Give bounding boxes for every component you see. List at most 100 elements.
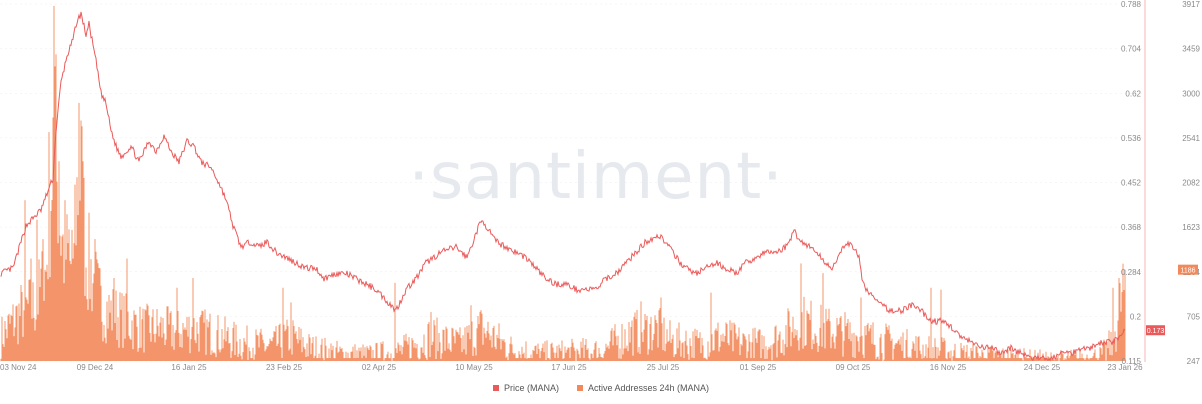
address-bar	[104, 337, 106, 361]
address-bar	[714, 330, 716, 361]
address-bar	[41, 251, 43, 361]
address-bar	[259, 332, 261, 361]
address-bar	[350, 351, 352, 361]
address-bar	[1114, 331, 1116, 361]
address-bar	[372, 349, 374, 361]
address-bar	[375, 343, 377, 361]
address-bar	[1092, 356, 1094, 361]
address-bar	[117, 317, 119, 361]
address-bar	[324, 337, 326, 361]
address-bar	[569, 358, 571, 361]
address-bar	[279, 323, 281, 361]
address-bar	[473, 346, 475, 361]
address-bar	[545, 360, 547, 361]
address-bar	[102, 341, 104, 361]
address-bar	[402, 346, 404, 361]
address-bar	[307, 356, 309, 361]
legend-item-price[interactable]: Price (MANA)	[492, 383, 559, 393]
address-bar	[422, 352, 424, 361]
address-bar	[17, 344, 19, 361]
address-bar	[223, 339, 225, 361]
address-bar	[220, 349, 222, 361]
address-bar	[73, 243, 75, 361]
x-tick-label: 16 Jan 25	[171, 363, 207, 372]
address-bar	[315, 336, 317, 361]
address-bar	[644, 314, 646, 361]
address-bar	[65, 259, 67, 361]
address-bar	[845, 326, 847, 361]
address-bar	[831, 336, 833, 361]
address-bar	[501, 339, 503, 361]
address-bar	[892, 359, 894, 361]
address-bar	[666, 329, 668, 361]
address-bar	[92, 283, 94, 361]
price-tick-label: 0.536	[1121, 134, 1142, 143]
address-bar	[1016, 358, 1018, 361]
address-bar	[1041, 358, 1043, 361]
address-bar	[731, 322, 733, 361]
address-bar	[534, 346, 536, 361]
address-bar	[796, 330, 798, 361]
address-bar	[899, 344, 901, 361]
address-bar	[497, 338, 499, 361]
address-bar	[185, 329, 187, 361]
address-bar	[647, 354, 649, 361]
address-bar	[493, 325, 495, 361]
address-bar	[84, 296, 86, 361]
address-bar	[585, 339, 587, 361]
address-bar	[1119, 283, 1121, 361]
address-bar	[778, 334, 780, 361]
address-bar	[686, 345, 688, 361]
address-bar	[657, 347, 659, 361]
address-bar	[62, 234, 64, 361]
address-bar	[124, 338, 126, 361]
address-bar	[801, 312, 803, 361]
address-bar	[548, 358, 550, 361]
address-bar	[328, 348, 330, 361]
address-bar	[54, 66, 56, 362]
address-bar	[1021, 358, 1023, 361]
address-bar	[153, 334, 155, 361]
address-bar	[469, 339, 471, 361]
address-bar	[13, 336, 15, 361]
address-bar	[559, 348, 561, 361]
address-tick-label: 247	[1187, 357, 1201, 366]
address-bar	[958, 358, 960, 361]
address-bar	[213, 352, 215, 361]
address-bar	[34, 330, 36, 361]
address-bar	[1079, 349, 1081, 361]
address-bar	[903, 358, 905, 361]
address-bar	[729, 320, 731, 361]
address-bar	[667, 341, 669, 361]
address-bar	[1065, 359, 1067, 361]
address-bar	[135, 314, 137, 361]
address-bar	[968, 356, 970, 361]
address-bar	[1019, 358, 1021, 361]
address-bar	[651, 350, 653, 361]
address-bar	[1055, 358, 1057, 361]
address-bar	[378, 358, 380, 361]
address-bar	[265, 349, 267, 361]
address-bar	[214, 353, 216, 361]
address-bar	[691, 357, 693, 361]
address-bar	[1061, 351, 1063, 361]
address-bar	[991, 347, 993, 361]
address-bar	[168, 324, 170, 361]
address-bar	[973, 358, 975, 361]
address-bar	[81, 126, 83, 361]
address-bar	[1042, 353, 1044, 361]
address-bar	[747, 351, 749, 361]
address-bar	[78, 102, 80, 361]
address-bar	[57, 243, 59, 361]
address-bar	[349, 358, 351, 361]
address-bar	[602, 358, 604, 361]
address-bar	[577, 350, 579, 361]
address-bar	[264, 351, 266, 361]
address-bar	[816, 342, 818, 361]
address-bar	[669, 320, 671, 361]
address-bar	[760, 358, 762, 361]
address-bar	[1110, 331, 1112, 361]
address-bar	[171, 346, 173, 361]
address-bar	[733, 322, 735, 361]
legend-item-addresses[interactable]: Active Addresses 24h (MANA)	[576, 383, 709, 393]
